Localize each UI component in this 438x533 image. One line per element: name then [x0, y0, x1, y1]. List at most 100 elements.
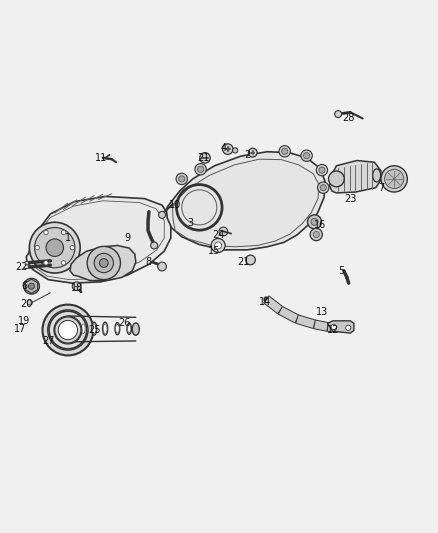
Circle shape	[54, 316, 82, 344]
Circle shape	[61, 230, 66, 235]
Circle shape	[248, 148, 257, 157]
Text: 15: 15	[208, 246, 221, 256]
Circle shape	[310, 229, 322, 241]
Ellipse shape	[127, 325, 131, 333]
Circle shape	[195, 164, 206, 175]
Circle shape	[219, 227, 228, 236]
Polygon shape	[264, 296, 283, 314]
Ellipse shape	[330, 172, 338, 185]
Circle shape	[307, 215, 321, 229]
Ellipse shape	[132, 323, 139, 335]
Circle shape	[87, 246, 120, 280]
Ellipse shape	[92, 324, 96, 334]
Circle shape	[328, 171, 344, 187]
Circle shape	[309, 216, 320, 228]
Text: 9: 9	[124, 233, 130, 243]
Text: 4: 4	[220, 143, 226, 154]
Circle shape	[159, 211, 166, 219]
Circle shape	[198, 166, 204, 172]
Ellipse shape	[373, 169, 381, 182]
Ellipse shape	[103, 324, 107, 334]
Polygon shape	[329, 160, 381, 193]
Circle shape	[179, 176, 185, 182]
Text: 22: 22	[15, 262, 27, 271]
Polygon shape	[328, 321, 354, 333]
Text: 12: 12	[327, 325, 339, 335]
Circle shape	[48, 310, 88, 350]
Circle shape	[35, 228, 75, 268]
Text: 19: 19	[18, 316, 30, 326]
Ellipse shape	[115, 322, 120, 335]
Ellipse shape	[81, 322, 86, 335]
Circle shape	[28, 283, 35, 289]
Polygon shape	[278, 306, 299, 323]
Circle shape	[94, 253, 113, 273]
Circle shape	[44, 230, 48, 235]
Circle shape	[55, 317, 81, 343]
Text: 26: 26	[119, 318, 131, 328]
Polygon shape	[166, 152, 325, 250]
Circle shape	[311, 219, 318, 225]
Polygon shape	[26, 197, 171, 283]
Circle shape	[158, 262, 166, 271]
Polygon shape	[296, 315, 316, 328]
Circle shape	[58, 320, 78, 340]
Text: 8: 8	[146, 257, 152, 267]
Circle shape	[200, 152, 210, 163]
Text: 3: 3	[187, 217, 194, 228]
Text: 25: 25	[88, 325, 100, 335]
Text: 10: 10	[169, 200, 181, 210]
Polygon shape	[314, 320, 328, 331]
Ellipse shape	[127, 323, 131, 334]
Circle shape	[282, 148, 288, 155]
Text: 1: 1	[65, 233, 71, 243]
Circle shape	[335, 110, 342, 118]
Text: 14: 14	[259, 296, 271, 306]
Circle shape	[346, 325, 351, 330]
Circle shape	[70, 246, 74, 250]
Ellipse shape	[116, 324, 119, 333]
Text: 24: 24	[212, 230, 224, 240]
Circle shape	[215, 242, 222, 249]
Circle shape	[301, 150, 312, 161]
Ellipse shape	[81, 324, 85, 334]
Circle shape	[151, 242, 158, 249]
Circle shape	[311, 219, 318, 225]
Circle shape	[176, 173, 187, 184]
Text: 6: 6	[21, 281, 27, 291]
Circle shape	[246, 255, 255, 265]
Circle shape	[385, 169, 404, 189]
Text: 11: 11	[95, 153, 107, 163]
Circle shape	[72, 282, 81, 290]
Circle shape	[279, 146, 290, 157]
Text: 20: 20	[20, 298, 32, 309]
Text: 17: 17	[14, 324, 26, 334]
Circle shape	[44, 261, 48, 265]
Circle shape	[304, 152, 310, 159]
Text: 5: 5	[339, 266, 345, 276]
Circle shape	[320, 184, 326, 191]
Circle shape	[331, 324, 336, 329]
Text: 18: 18	[71, 284, 83, 293]
Circle shape	[318, 182, 329, 193]
Ellipse shape	[92, 322, 97, 335]
Circle shape	[313, 231, 319, 238]
Circle shape	[27, 300, 32, 305]
Circle shape	[35, 246, 39, 250]
Text: 21: 21	[198, 153, 210, 163]
Polygon shape	[70, 246, 136, 280]
Circle shape	[381, 166, 407, 192]
Circle shape	[319, 167, 325, 173]
Circle shape	[24, 278, 39, 294]
Polygon shape	[25, 279, 38, 293]
Circle shape	[316, 165, 328, 176]
Circle shape	[42, 304, 93, 356]
Text: 13: 13	[316, 308, 328, 318]
Ellipse shape	[102, 322, 108, 335]
Circle shape	[211, 238, 225, 253]
Circle shape	[46, 239, 64, 256]
Circle shape	[233, 148, 238, 153]
Polygon shape	[327, 322, 337, 332]
Text: 16: 16	[314, 220, 326, 230]
Circle shape	[29, 222, 80, 273]
